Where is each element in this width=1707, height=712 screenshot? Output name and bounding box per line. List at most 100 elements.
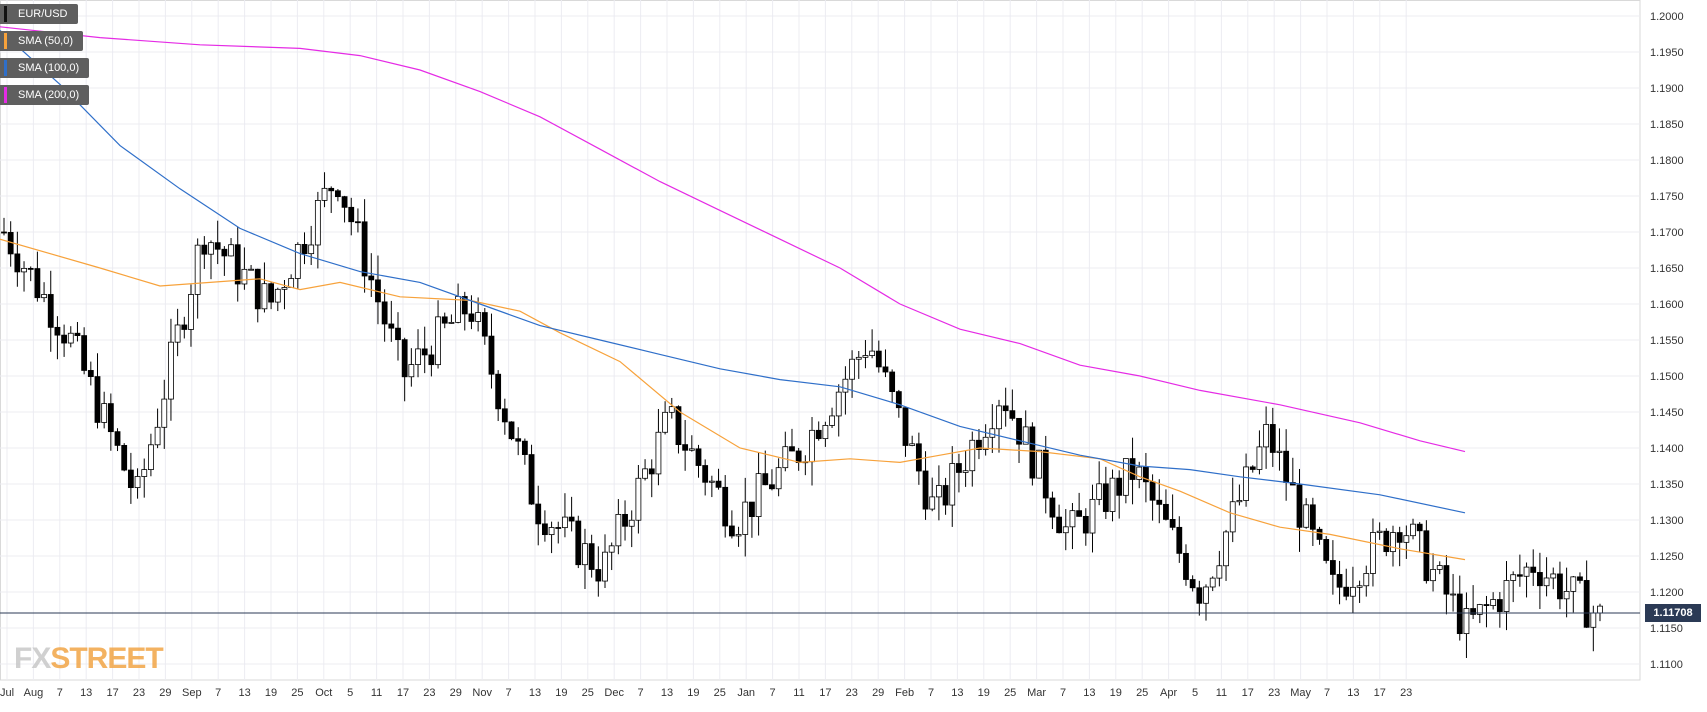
candle-down bbox=[221, 248, 228, 257]
candle-down bbox=[749, 501, 755, 518]
x-tick-label: Mar bbox=[1027, 687, 1046, 699]
candle-down bbox=[1016, 417, 1022, 445]
candle-up bbox=[194, 244, 201, 295]
candle-down bbox=[1002, 405, 1009, 412]
x-tick-label: 11 bbox=[793, 687, 804, 699]
candle-down bbox=[1189, 579, 1196, 589]
legend-item-sma50[interactable]: SMA (50,0) bbox=[0, 31, 84, 51]
x-tick-label: 7 bbox=[928, 687, 934, 699]
candle-down bbox=[94, 376, 101, 423]
candle-down bbox=[1116, 477, 1123, 496]
candle-up bbox=[261, 283, 268, 310]
candle-up bbox=[1109, 477, 1116, 512]
x-tick-label: 23 bbox=[423, 687, 435, 699]
candle-down bbox=[1056, 516, 1062, 534]
candle-up bbox=[782, 446, 789, 469]
x-tick-label: 23 bbox=[1268, 687, 1280, 699]
candle-down bbox=[47, 294, 54, 328]
candle-up bbox=[1570, 576, 1577, 592]
candle-down bbox=[1343, 586, 1350, 597]
candle-down bbox=[1423, 530, 1430, 582]
candle-down bbox=[542, 523, 548, 536]
candle-down bbox=[348, 206, 355, 223]
candle-up bbox=[829, 415, 835, 426]
x-tick-label: 19 bbox=[687, 687, 699, 699]
candle-down bbox=[1577, 576, 1583, 581]
candle-up bbox=[548, 527, 555, 536]
legend-swatch-sma50 bbox=[4, 33, 7, 49]
candle-down bbox=[682, 444, 689, 451]
chart-grid bbox=[0, 0, 1641, 681]
legend-item-sma200[interactable]: SMA (200,0) bbox=[0, 85, 90, 105]
candle-up bbox=[1430, 569, 1436, 582]
y-tick-label: 1.1350 bbox=[1650, 479, 1684, 491]
candle-up bbox=[1062, 526, 1069, 534]
candle-up bbox=[1303, 504, 1310, 528]
candle-up bbox=[241, 268, 248, 285]
candle-up bbox=[1069, 510, 1076, 528]
y-tick-label: 1.1500 bbox=[1650, 371, 1684, 383]
candle-down bbox=[1143, 466, 1149, 483]
candle-down bbox=[441, 316, 448, 324]
candle-up bbox=[1243, 466, 1249, 501]
candle-up bbox=[708, 480, 715, 483]
candle-down bbox=[521, 440, 528, 455]
x-tick-label: 23 bbox=[846, 687, 858, 699]
candle-up bbox=[1022, 426, 1029, 445]
candle-up bbox=[248, 268, 254, 271]
candle-down bbox=[568, 516, 575, 522]
x-tick-label: Jul bbox=[0, 687, 14, 699]
candle-up bbox=[67, 332, 74, 344]
candle-down bbox=[501, 408, 508, 423]
candle-up bbox=[1036, 449, 1042, 479]
candlestick-series bbox=[1, 172, 1603, 658]
candle-down bbox=[481, 312, 488, 337]
legend-label: SMA (200,0) bbox=[18, 89, 80, 101]
x-tick-label: 11 bbox=[371, 687, 382, 699]
candle-down bbox=[355, 221, 361, 224]
x-tick-label: 25 bbox=[291, 687, 303, 699]
y-tick-label: 1.1200 bbox=[1650, 587, 1684, 599]
legend-item-sma100[interactable]: SMA (100,0) bbox=[0, 58, 90, 78]
candle-down bbox=[428, 354, 435, 366]
candle-up bbox=[1403, 535, 1410, 543]
candle-down bbox=[341, 196, 348, 208]
candle-down bbox=[1470, 608, 1477, 615]
candle-up bbox=[41, 294, 47, 299]
candle-up bbox=[1136, 466, 1143, 480]
candle-up bbox=[668, 406, 675, 413]
candle-down bbox=[889, 371, 896, 393]
candle-up bbox=[168, 341, 174, 400]
x-tick-label: 29 bbox=[872, 687, 884, 699]
candle-up bbox=[929, 496, 936, 510]
candle-down bbox=[54, 326, 61, 336]
y-tick-label: 1.1800 bbox=[1650, 155, 1684, 167]
candle-up bbox=[1350, 586, 1356, 597]
candle-down bbox=[1076, 510, 1083, 517]
sma-lines bbox=[0, 26, 1640, 614]
candle-up bbox=[582, 543, 588, 566]
y-tick-label: 1.1300 bbox=[1650, 515, 1684, 527]
candle-up bbox=[869, 350, 876, 356]
y-tick-label: 1.1950 bbox=[1650, 47, 1684, 59]
x-tick-label: 7 bbox=[770, 687, 776, 699]
x-tick-label: 13 bbox=[1347, 687, 1359, 699]
candle-down bbox=[1329, 560, 1336, 575]
candle-down bbox=[14, 253, 21, 273]
candle-up bbox=[562, 516, 568, 529]
candle-up bbox=[1223, 531, 1229, 567]
candle-down bbox=[301, 244, 308, 255]
candle-down bbox=[769, 484, 775, 490]
candle-up bbox=[141, 469, 148, 477]
candle-up bbox=[1370, 532, 1376, 574]
candle-down bbox=[34, 268, 41, 299]
legend-item-price[interactable]: EUR/USD bbox=[0, 4, 78, 24]
y-tick-label: 1.1100 bbox=[1650, 659, 1683, 671]
candle-up bbox=[602, 551, 608, 582]
legend-label: SMA (50,0) bbox=[18, 35, 74, 47]
candle-up bbox=[21, 267, 27, 273]
x-tick-label: 13 bbox=[238, 687, 250, 699]
candle-down bbox=[1323, 539, 1330, 561]
x-tick-label: 5 bbox=[1192, 687, 1198, 699]
